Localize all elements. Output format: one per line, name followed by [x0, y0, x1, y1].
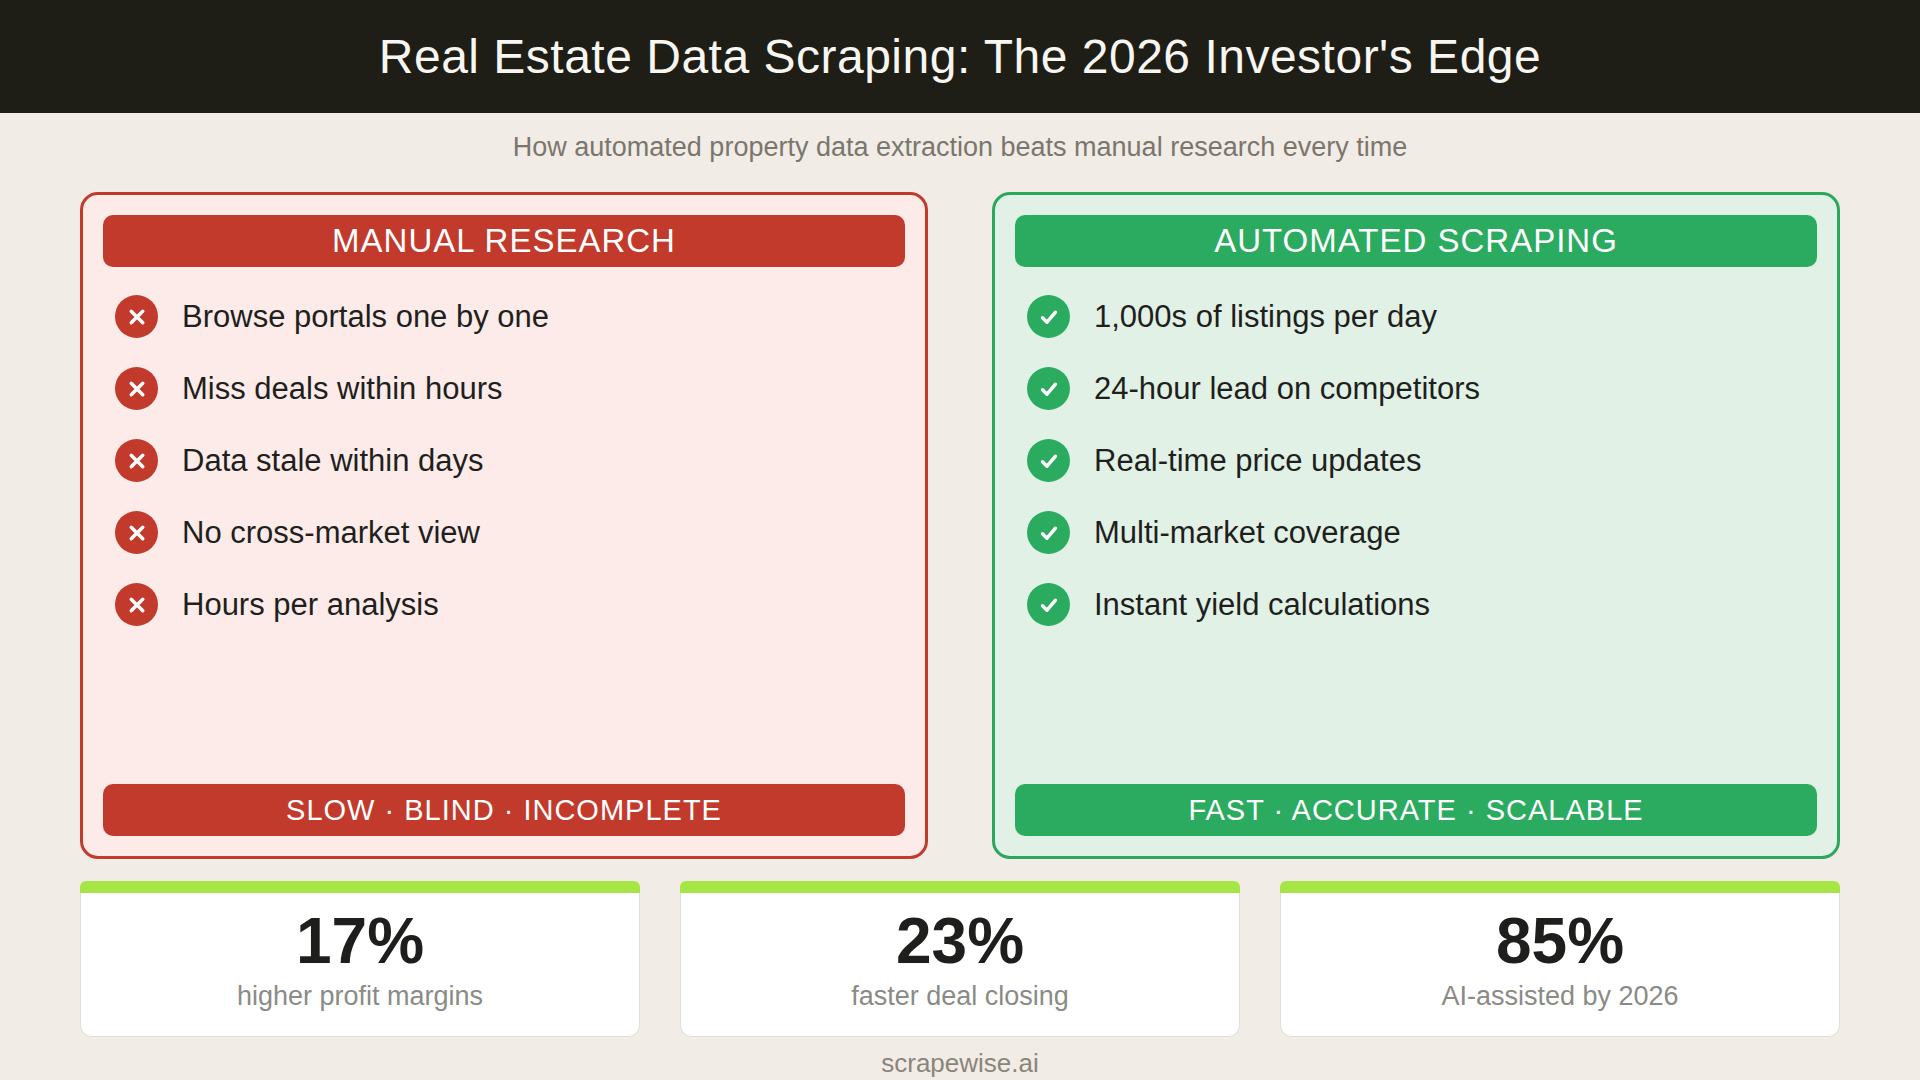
stat-card-accent-bar [80, 881, 640, 893]
subtitle: How automated property data extraction b… [0, 132, 1920, 163]
check-icon [1027, 583, 1070, 626]
automated-items-list: 1,000s of listings per day 24-hour lead … [1015, 295, 1817, 626]
stats-row: 17% higher profit margins 23% faster dea… [80, 881, 1840, 1037]
list-item: Instant yield calculations [1027, 583, 1817, 626]
list-item-label: No cross-market view [182, 515, 480, 551]
list-item-label: Browse portals one by one [182, 299, 549, 335]
automated-panel-footer-badge: FAST · ACCURATE · SCALABLE [1015, 784, 1817, 836]
manual-items-list: Browse portals one by one Miss deals wit… [103, 295, 905, 626]
stat-value: 17% [296, 909, 424, 973]
list-item: 24-hour lead on competitors [1027, 367, 1817, 410]
stat-card-accent-bar [680, 881, 1240, 893]
x-icon [115, 439, 158, 482]
list-item-label: Real-time price updates [1094, 443, 1421, 479]
list-item-label: 1,000s of listings per day [1094, 299, 1437, 335]
list-item: Real-time price updates [1027, 439, 1817, 482]
stat-value: 85% [1496, 909, 1624, 973]
list-item-label: Data stale within days [182, 443, 484, 479]
list-item-label: Instant yield calculations [1094, 587, 1430, 623]
automated-panel-header: AUTOMATED SCRAPING [1015, 215, 1817, 267]
list-item: Data stale within days [115, 439, 905, 482]
stat-card-body: 23% faster deal closing [680, 893, 1240, 1037]
manual-panel-footer-badge: SLOW · BLIND · INCOMPLETE [103, 784, 905, 836]
check-icon [1027, 295, 1070, 338]
list-item: Miss deals within hours [115, 367, 905, 410]
x-icon [115, 295, 158, 338]
title-bar: Real Estate Data Scraping: The 2026 Inve… [0, 0, 1920, 113]
list-item: Multi-market coverage [1027, 511, 1817, 554]
list-item-label: 24-hour lead on competitors [1094, 371, 1480, 407]
stat-label: faster deal closing [851, 981, 1069, 1012]
manual-panel-header: MANUAL RESEARCH [103, 215, 905, 267]
stat-card-body: 85% AI-assisted by 2026 [1280, 893, 1840, 1037]
stat-card-body: 17% higher profit margins [80, 893, 640, 1037]
stat-card-accent-bar [1280, 881, 1840, 893]
x-icon [115, 367, 158, 410]
list-item: No cross-market view [115, 511, 905, 554]
manual-research-panel: MANUAL RESEARCH Browse portals one by on… [80, 192, 928, 859]
list-item: Hours per analysis [115, 583, 905, 626]
list-item-label: Multi-market coverage [1094, 515, 1401, 551]
stat-label: AI-assisted by 2026 [1441, 981, 1678, 1012]
check-icon [1027, 511, 1070, 554]
list-item-label: Miss deals within hours [182, 371, 502, 407]
stat-label: higher profit margins [237, 981, 483, 1012]
comparison-panels: MANUAL RESEARCH Browse portals one by on… [80, 192, 1840, 859]
list-item: 1,000s of listings per day [1027, 295, 1817, 338]
stat-card-deal-closing: 23% faster deal closing [680, 881, 1240, 1037]
check-icon [1027, 439, 1070, 482]
x-icon [115, 511, 158, 554]
check-icon [1027, 367, 1070, 410]
x-icon [115, 583, 158, 626]
stat-card-profit-margins: 17% higher profit margins [80, 881, 640, 1037]
brand-footer: scrapewise.ai [0, 1048, 1920, 1079]
automated-scraping-panel: AUTOMATED SCRAPING 1,000s of listings pe… [992, 192, 1840, 859]
page-title: Real Estate Data Scraping: The 2026 Inve… [379, 29, 1541, 84]
list-item-label: Hours per analysis [182, 587, 439, 623]
stat-value: 23% [896, 909, 1024, 973]
stat-card-ai-assisted: 85% AI-assisted by 2026 [1280, 881, 1840, 1037]
list-item: Browse portals one by one [115, 295, 905, 338]
